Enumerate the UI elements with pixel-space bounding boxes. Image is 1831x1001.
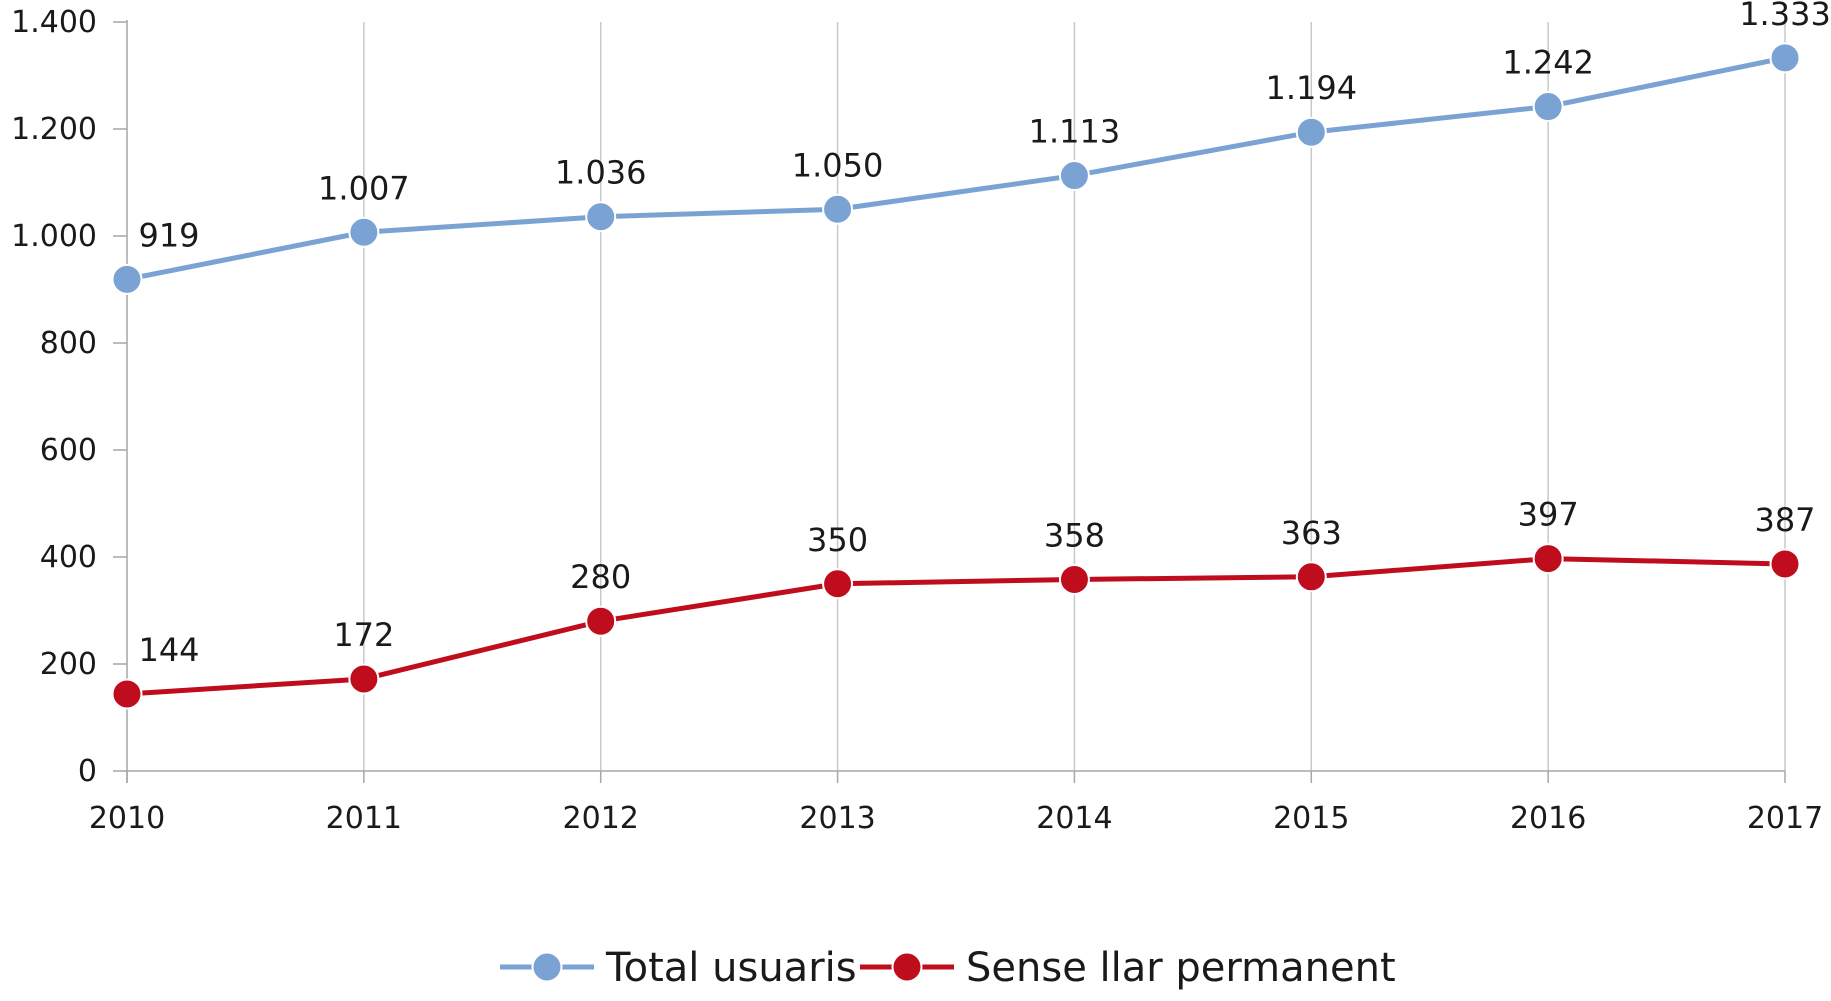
legend-item: Sense llar permanent [860,945,1396,991]
x-tick-label: 2017 [1747,801,1823,836]
x-tick-label: 2010 [89,801,165,836]
data-label: 1.036 [555,154,647,192]
series-layer [111,42,1801,710]
data-point [1769,42,1801,74]
data-point [1058,563,1090,595]
data-label: 387 [1754,501,1815,539]
data-point [1769,548,1801,580]
data-point [1295,116,1327,148]
data-label: 1.194 [1265,69,1357,107]
data-label: 1.242 [1502,44,1594,82]
data-label: 350 [807,521,868,559]
data-point [1295,561,1327,593]
y-tick-label: 0 [78,754,97,789]
data-point [111,678,143,710]
data-point [585,201,617,233]
data-label: 1.050 [792,146,884,184]
x-tick-label: 2014 [1036,801,1112,836]
data-label: 358 [1044,516,1105,554]
data-label: 144 [138,631,199,669]
x-tick-label: 2011 [326,801,402,836]
x-tick-label: 2016 [1510,801,1586,836]
data-point [1532,91,1564,123]
x-tick-label: 2013 [799,801,875,836]
legend-label: Sense llar permanent [966,945,1396,991]
y-tick-label: 1.400 [11,5,97,40]
y-tick-label: 1.000 [11,219,97,254]
data-label: 1.113 [1029,113,1121,151]
y-tick-label: 600 [40,433,97,468]
data-point [1532,543,1564,575]
y-tick-label: 200 [40,647,97,682]
data-point [585,605,617,637]
legend-label: Total usuaris [605,945,857,991]
data-label: 280 [570,558,631,596]
data-point [822,193,854,225]
x-tick-label: 2015 [1273,801,1349,836]
legend-marker [891,951,923,983]
series-line-0 [126,55,1786,282]
data-label: 397 [1518,496,1579,534]
series-line-1 [126,556,1786,697]
legend-item: Total usuaris [500,945,857,991]
data-labels-layer: 919 1.007 1.036 1.050 1.113 1.194 1.242 1.333 14… [138,0,1830,669]
data-point [1058,160,1090,192]
data-label: 172 [333,616,394,654]
y-tick-label: 1.200 [11,112,97,147]
data-label: 1.007 [318,169,410,207]
data-point [348,216,380,248]
data-label: 919 [138,216,199,254]
data-point [111,263,143,295]
y-tick-label: 800 [40,326,97,361]
data-point [822,568,854,600]
y-tick-label: 400 [40,540,97,575]
data-point [348,663,380,695]
legend: Total usuaris Sense llar permanent [500,945,1396,991]
x-tick-label: 2012 [563,801,639,836]
axes-layer: 0 200 400 600 800 1.000 1.200 1.400 2010 2011 2012… [11,5,1823,836]
legend-marker [531,951,563,983]
data-label: 363 [1281,514,1342,552]
data-label: 1.333 [1739,0,1831,33]
